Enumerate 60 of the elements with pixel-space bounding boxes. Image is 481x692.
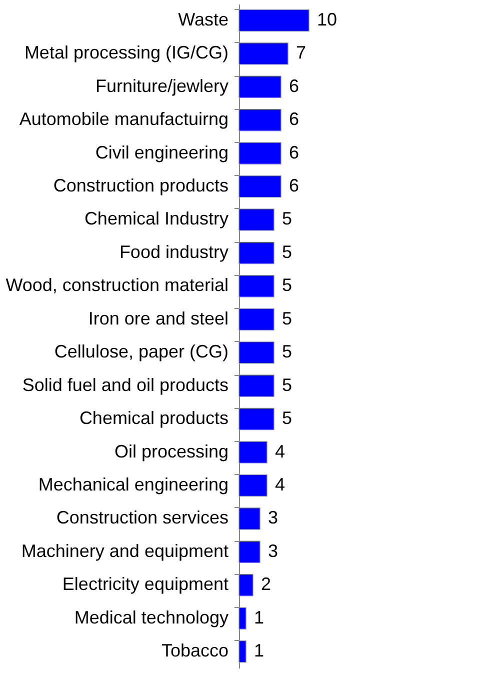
data-label: 4 (275, 474, 286, 494)
data-label: 5 (282, 208, 292, 229)
bar (238, 341, 274, 364)
bar (238, 508, 260, 530)
y-tick-label: Chemical products (79, 408, 228, 428)
y-tick-label: Medical technology (74, 607, 228, 628)
data-label: 6 (289, 109, 300, 130)
bar (238, 275, 274, 298)
y-tick-label: Tobacco (161, 640, 228, 661)
bar (238, 540, 260, 564)
y-tick-label: Furniture/jewlery (95, 76, 228, 96)
bar (238, 374, 274, 397)
data-label: 3 (268, 508, 278, 528)
data-label: 5 (282, 408, 292, 428)
data-label: 5 (282, 242, 292, 262)
y-tick-label: Electricity equipment (62, 574, 228, 594)
y-tick-label: Food industry (119, 242, 228, 262)
data-label: 5 (282, 374, 292, 395)
data-label: 6 (289, 142, 300, 162)
y-tick-label: Oil processing (114, 441, 228, 462)
y-tick-label: Chemical Industry (84, 208, 228, 229)
y-tick-label: Metal processing (IG/CG) (24, 42, 228, 63)
y-tick-label: Wood, construction material (6, 275, 228, 296)
bar (238, 208, 274, 231)
data-label: 1 (254, 607, 264, 628)
bar (238, 142, 282, 164)
bar (238, 42, 288, 65)
bar (238, 441, 268, 464)
bar (238, 108, 282, 132)
y-tick-label: Cellulose, paper (CG) (54, 342, 228, 362)
y-tick-label: Iron ore and steel (88, 308, 228, 328)
bar (238, 574, 254, 596)
data-label: 6 (289, 76, 300, 96)
y-tick-label: Solid fuel and oil products (22, 374, 228, 395)
y-tick-label: Mechanical engineering (38, 474, 228, 494)
bar (238, 175, 282, 198)
y-tick-label: Construction products (53, 176, 228, 196)
data-label: 5 (282, 308, 292, 328)
data-label: 5 (282, 342, 292, 362)
data-label: 2 (261, 574, 272, 594)
y-tick-label: Civil engineering (95, 142, 228, 162)
bar (238, 640, 246, 663)
data-label: 4 (275, 441, 286, 462)
data-label: 7 (296, 42, 306, 63)
bar (238, 242, 274, 264)
data-label: 10 (317, 9, 338, 30)
bar (238, 607, 246, 630)
data-label: 3 (268, 540, 278, 561)
bar (238, 408, 274, 430)
y-tick-label: Machinery and equipment (21, 540, 228, 561)
bar (238, 9, 310, 32)
y-tick-label: Automobile manufactuirng (19, 109, 228, 130)
y-tick-label: Waste (178, 9, 228, 30)
data-label: 5 (282, 275, 292, 296)
data-label: 6 (289, 176, 300, 196)
bar (238, 76, 282, 98)
y-tick-label: Construction services (56, 508, 228, 528)
bar (238, 308, 274, 331)
data-label: 1 (254, 640, 264, 661)
bar (238, 474, 268, 497)
